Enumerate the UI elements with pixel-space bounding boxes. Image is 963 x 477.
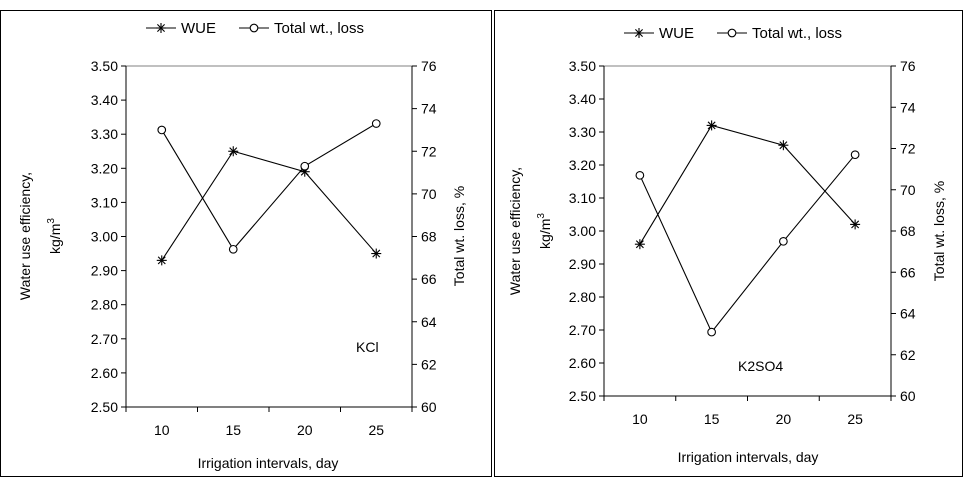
wue-point (156, 255, 167, 266)
y-tick-label: 2.60 (91, 365, 118, 381)
x-tick-label: 10 (154, 422, 170, 438)
y-tick-label: 3.00 (569, 223, 596, 239)
y-tick-label: 2.60 (569, 355, 596, 371)
x-tick-label: 15 (225, 422, 241, 438)
y2-tick-label: 64 (900, 306, 916, 322)
y-tick-label: 2.80 (91, 297, 118, 313)
x-tick-label: 25 (847, 411, 863, 427)
panel-border (494, 10, 963, 477)
x-tick-label: 10 (632, 411, 648, 427)
y-tick-label: 3.40 (569, 91, 596, 107)
total-wt-loss-point (371, 119, 381, 128)
total-wt-loss-point (157, 125, 167, 135)
total-wt-loss-point (300, 161, 310, 171)
series-line-wue (639, 124, 856, 245)
x-tick-label: 15 (704, 411, 720, 427)
legend: WUE Total wt., loss (146, 20, 364, 37)
y2-tick-label: 64 (421, 314, 437, 330)
chart-panel-2: 2.50 2.60 2.70 2.80 2.90 3.00 3.10 3.20 3.30 3.40… (494, 10, 963, 477)
legend-marker-total-wt-loss (249, 23, 259, 33)
wue-point (778, 140, 789, 151)
y2-axis-title: Total wt. loss, % (931, 181, 947, 281)
series-line-total-wt-loss (161, 123, 377, 251)
y-axis-title-unit: kg/m3 (536, 213, 553, 249)
y-tick-label: 3.10 (91, 194, 118, 210)
y2-tick-label: 70 (900, 182, 916, 198)
y2-tick-label: 60 (900, 388, 916, 404)
y2-tick-label: 68 (421, 229, 437, 245)
y2-tick-label: 76 (900, 58, 916, 74)
y2-tick-label: 76 (421, 58, 437, 74)
total-wt-loss-point (635, 170, 645, 180)
y2-tick-label: 66 (900, 264, 916, 280)
legend-label-total-wt-loss: Total wt., loss (752, 25, 842, 42)
legend-marker-total-wt-loss (727, 28, 737, 38)
legend-label-total-wt-loss: Total wt., loss (274, 20, 364, 37)
chart-annotation: KCl (356, 339, 379, 355)
y2-tick-label: 62 (421, 356, 437, 372)
x-axis-title: Irrigation intervals, day (198, 455, 339, 471)
y-axis-unit-text: kg/m (537, 219, 553, 249)
y-tick-label: 2.70 (569, 322, 596, 338)
y2-tick-label: 74 (421, 101, 437, 117)
y-tick-label: 3.30 (569, 124, 596, 140)
y-axis-unit-text: kg/m (47, 224, 63, 254)
chart-annotation: K2SO4 (738, 358, 783, 374)
wue-point (706, 120, 717, 131)
x-tick-label: 20 (297, 422, 313, 438)
wue-point (371, 248, 382, 259)
y-tick-label: 3.10 (569, 190, 596, 206)
legend-marker-wue (156, 23, 166, 33)
y2-tick-label: 62 (900, 347, 916, 363)
total-wt-loss-point (850, 150, 860, 160)
x-tick-label: 25 (368, 422, 384, 438)
wue-point (634, 239, 645, 250)
y-axis-title-unit: kg/m3 (46, 218, 63, 254)
plot-area (603, 65, 892, 397)
plot-area (125, 65, 413, 408)
series-line-wue (161, 150, 377, 261)
y2-tick-label: 72 (421, 143, 437, 159)
legend-marker-wue (634, 28, 644, 38)
y-tick-label: 3.00 (91, 229, 118, 245)
y2-tick-label: 74 (900, 99, 916, 115)
legend: WUE Total wt., loss (624, 25, 842, 42)
y2-tick-label: 72 (900, 141, 916, 157)
y-axis-unit-superscript: 3 (46, 218, 57, 224)
y-tick-label: 2.70 (91, 331, 118, 347)
chart-panel-1: 2.50 2.60 2.70 2.80 2.90 3.00 3.10 3.20 3.30 3.40… (0, 10, 492, 477)
y-tick-label: 3.40 (91, 92, 118, 108)
y2-axis-title: Total wt. loss, % (451, 186, 467, 286)
y-tick-label: 3.20 (569, 157, 596, 173)
y-tick-label: 3.50 (569, 58, 596, 74)
y2-tick-label: 60 (421, 399, 437, 415)
y-tick-label: 3.30 (91, 126, 118, 142)
series-line-total-wt-loss (639, 154, 856, 334)
y-axis-unit-superscript: 3 (536, 213, 547, 219)
total-wt-loss-point (707, 327, 716, 337)
x-tick-label: 20 (776, 411, 792, 427)
y-tick-label: 3.50 (91, 58, 118, 74)
y-tick-label: 2.50 (569, 388, 596, 404)
total-wt-loss-point (779, 236, 788, 246)
total-wt-loss-point (228, 244, 238, 254)
y-tick-label: 2.90 (91, 263, 118, 279)
legend-label-wue: WUE (659, 25, 694, 42)
x-axis-title: Irrigation intervals, day (678, 449, 819, 465)
y-tick-label: 3.20 (91, 160, 118, 176)
wue-point (850, 219, 861, 230)
y-axis-title: Water use efficiency, (17, 172, 33, 300)
y-tick-label: 2.80 (569, 289, 596, 305)
y-tick-label: 2.50 (91, 399, 118, 415)
y2-tick-label: 70 (421, 186, 437, 202)
wue-point (228, 146, 239, 157)
y2-tick-label: 68 (900, 223, 916, 239)
y-axis-title: Water use efficiency, (507, 167, 523, 295)
y-tick-label: 2.90 (569, 256, 596, 272)
legend-label-wue: WUE (181, 20, 216, 37)
y2-tick-label: 66 (421, 271, 437, 287)
